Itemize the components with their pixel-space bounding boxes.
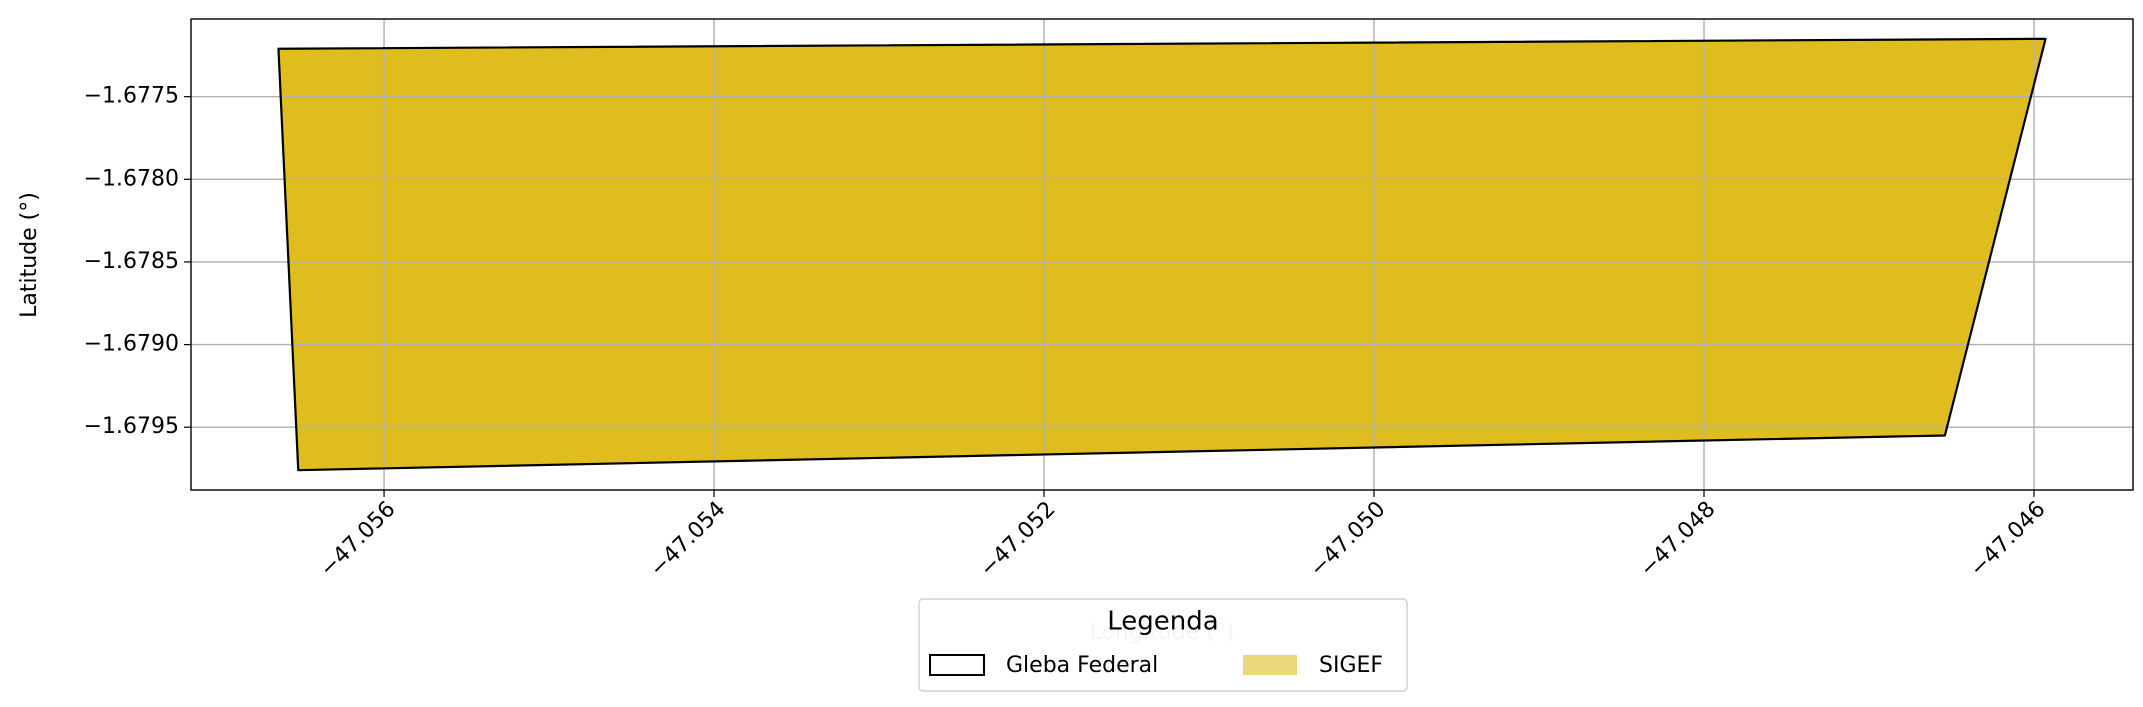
- x-tick-label: −47.056: [315, 497, 400, 582]
- legend-swatch: [1243, 655, 1297, 675]
- legend: Legenda Gleba Federal SIGEF: [918, 598, 1408, 692]
- x-tick-label: −47.054: [645, 497, 730, 582]
- legend-title: Legenda: [1107, 607, 1218, 637]
- x-tick-label: −47.046: [1965, 497, 2050, 582]
- legend-swatch: [929, 654, 985, 676]
- boundary-polygon: [277, 37, 2047, 472]
- x-tick-label: −47.052: [975, 497, 1060, 582]
- axes-frame: [190, 18, 2134, 491]
- legend-label: SIGEF: [1319, 653, 1383, 678]
- y-axis-label: Latitude (°): [17, 192, 42, 318]
- filled-polygon: [278, 38, 2046, 471]
- x-tick-label: −47.048: [1635, 497, 1720, 582]
- y-tick-label: −1.6785: [84, 249, 179, 274]
- x-tick-label: −47.050: [1305, 497, 1390, 582]
- legend-label: Gleba Federal: [1006, 653, 1158, 678]
- y-tick-label: −1.6795: [84, 414, 179, 439]
- y-tick-label: −1.6775: [84, 84, 179, 109]
- y-tick-label: −1.6780: [84, 166, 179, 191]
- y-tick-label: −1.6790: [84, 332, 179, 357]
